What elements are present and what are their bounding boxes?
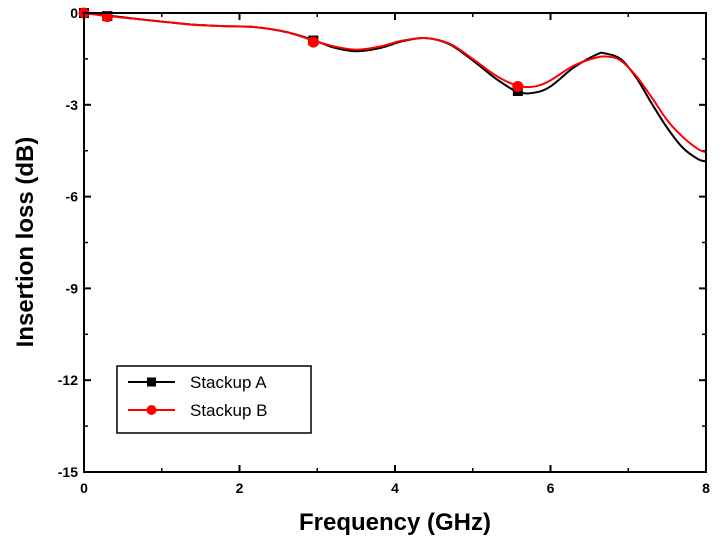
legend-label-1: Stackup A	[190, 373, 267, 392]
x-tick-label: 6	[547, 480, 555, 496]
y-tick-label: -9	[66, 280, 79, 296]
series-2-marker	[307, 36, 319, 48]
y-tick-label: -12	[58, 372, 78, 388]
series-layer	[78, 7, 707, 163]
x-tick-label: 2	[236, 480, 244, 496]
axis-ticks: 0 2 4 6 8 0 -3 -6 -9 -12 -15	[58, 5, 710, 496]
x-tick-label: 8	[702, 480, 710, 496]
legend-box	[116, 365, 312, 434]
legend: Stackup A Stackup B	[116, 365, 312, 434]
y-axis-title: Insertion loss (dB)	[12, 137, 39, 348]
x-tick-label: 0	[80, 480, 88, 496]
y-tick-label: -6	[66, 189, 79, 205]
x-axis-title: Frequency (GHz)	[299, 509, 491, 536]
series-1-line	[83, 12, 707, 163]
series-2-marker	[512, 80, 524, 92]
legend-marker-1	[147, 377, 156, 387]
series-2-line	[83, 12, 707, 154]
x-tick-label: 4	[391, 480, 399, 496]
y-tick-label: 0	[70, 5, 78, 21]
plot-frame	[83, 12, 707, 473]
legend-marker-2	[146, 405, 157, 415]
y-tick-label: -3	[66, 97, 79, 113]
y-tick-label: -15	[58, 464, 78, 480]
legend-label-2: Stackup B	[190, 401, 268, 420]
